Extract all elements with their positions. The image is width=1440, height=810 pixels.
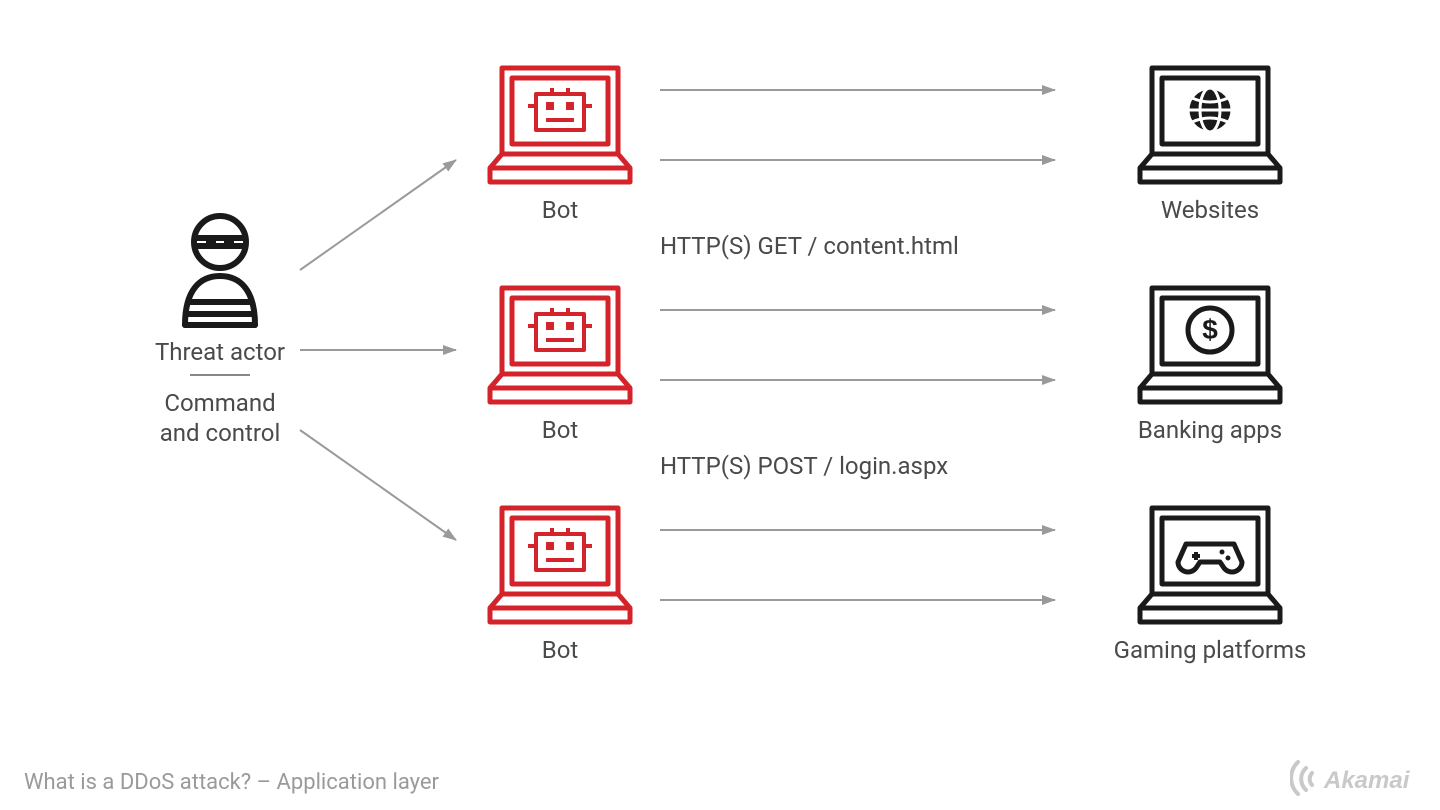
svg-text:$: $ <box>1202 314 1218 345</box>
threat-actor-icon <box>170 210 270 330</box>
target-laptop-icon <box>1130 60 1290 190</box>
bot-label: Bot <box>480 416 640 444</box>
bot-laptop-icon <box>480 500 640 630</box>
arrow <box>300 160 456 270</box>
http-label-get: HTTP(S) GET / content.html <box>660 232 959 260</box>
target-laptop-icon: $ <box>1130 280 1290 410</box>
target-laptop-icon <box>1130 500 1290 630</box>
bot-laptop-icon <box>480 60 640 190</box>
bot-label: Bot <box>480 636 640 664</box>
target-label: Gaming platforms <box>1100 636 1320 664</box>
bot-laptop-icon <box>480 280 640 410</box>
actor-sub-line2: and control <box>160 419 281 447</box>
target-label: Websites <box>1100 196 1320 224</box>
actor-divider <box>190 374 250 376</box>
svg-text:Akamai: Akamai <box>1323 767 1411 794</box>
http-label-post: HTTP(S) POST / login.aspx <box>660 452 948 480</box>
akamai-logo: Akamai <box>1290 758 1430 802</box>
threat-actor-sublabel: Command and control <box>130 388 310 448</box>
arrow <box>300 430 456 540</box>
target-label: Banking apps <box>1100 416 1320 444</box>
actor-sub-line1: Command <box>164 389 275 417</box>
footer-caption: What is a DDoS attack? – Application lay… <box>24 770 439 795</box>
bot-label: Bot <box>480 196 640 224</box>
threat-actor-label: Threat actor <box>140 338 300 366</box>
